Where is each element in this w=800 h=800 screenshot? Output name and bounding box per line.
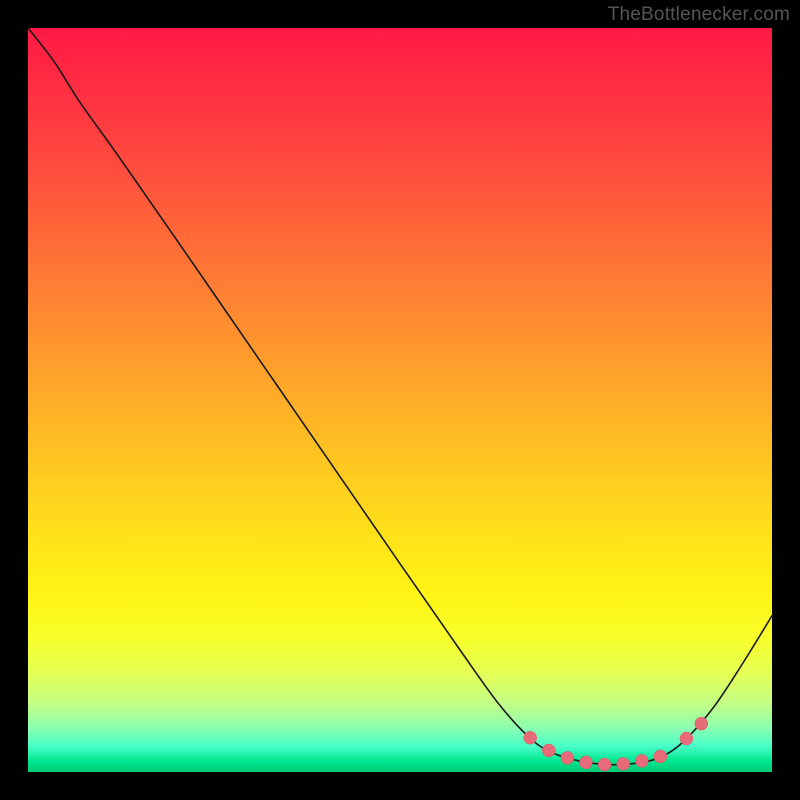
marker-dot [617,757,630,770]
marker-dot [561,751,574,764]
bottleneck-chart [28,28,772,772]
marker-dot [680,732,693,745]
watermark-text: TheBottlenecker.com [608,4,790,26]
marker-dot [598,758,611,771]
marker-dot [580,756,593,769]
chart-overlay [28,28,772,772]
marker-dot [542,744,555,757]
bottleneck-curve [28,28,772,765]
marker-dot [654,750,667,763]
marker-dot [635,754,648,767]
marker-dot [524,731,537,744]
marker-dot [695,717,708,730]
